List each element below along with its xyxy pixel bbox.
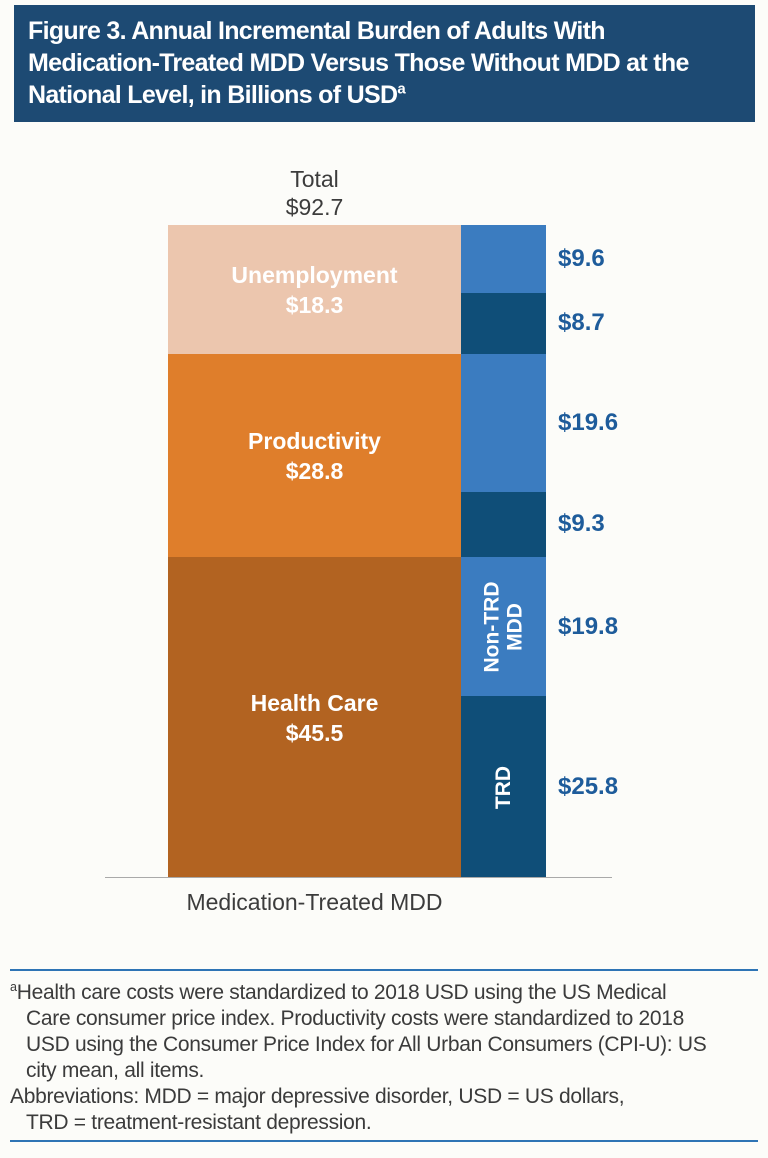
segment-group-label: Non-TRD MDD [480, 581, 527, 673]
footnote-line: USD using the Consumer Price Index for A… [26, 1033, 707, 1056]
trd-stack-bar: Non-TRD MDD TRD [461, 225, 546, 878]
footnote-line: Abbreviations: MDD = major depressive di… [10, 1085, 625, 1108]
value-label: $9.6 [558, 244, 605, 272]
value-label: $19.6 [558, 408, 619, 436]
footnote-line: city mean, all items. [26, 1059, 205, 1082]
total-label: Total $92.7 [168, 165, 461, 221]
segment-label: Productivity $28.8 [248, 427, 381, 484]
segment-9-3 [461, 491, 546, 558]
segment-19-8: Non-TRD MDD [461, 557, 546, 697]
x-axis-category-label: Medication-Treated MDD [186, 889, 443, 915]
figure-title-superscript: a [397, 80, 405, 98]
total-value: $92.7 [285, 194, 344, 220]
footnote-line: Care consumer price index. Productivity … [26, 1007, 685, 1030]
segment-label: Health Care $45.5 [250, 689, 379, 746]
segment-productivity: Productivity $28.8 [168, 354, 461, 558]
footnote-superscript: a [10, 980, 17, 994]
footnote-top-rule [10, 969, 758, 971]
value-label: $19.8 [558, 612, 619, 640]
cost-stack-bar: Unemployment $18.3 Productivity $28.8 Health… [168, 225, 461, 878]
segment-label: Unemployment $18.3 [231, 261, 398, 318]
value-label: $25.8 [558, 773, 619, 801]
figure-title: Figure 3. Annual Incremental Burden of A… [28, 17, 689, 109]
segment-unemployment: Unemployment $18.3 [168, 225, 461, 355]
segment-health-care: Health Care $45.5 [168, 557, 461, 878]
segment-9-6 [461, 225, 546, 293]
rotated-label-wrap: TRD [461, 696, 546, 878]
footnote: aHealth care costs were standardized to … [10, 980, 765, 1136]
value-label: $9.3 [558, 510, 605, 538]
segment-8-7 [461, 292, 546, 354]
rotated-label-wrap: Non-TRD MDD [461, 557, 546, 696]
x-axis-line [105, 877, 612, 878]
total-text: Total [290, 166, 339, 192]
segment-group-label: TRD [491, 765, 515, 809]
footnote-line: aHealth care costs were standardized to … [10, 980, 667, 1004]
segment-value-labels: $9.6 $8.7 $19.6 $9.3 $19.8 $25.8 [558, 225, 758, 878]
footnote-bottom-rule [10, 1140, 758, 1142]
figure-title-bar: Figure 3. Annual Incremental Burden of A… [14, 5, 755, 122]
footnote-line: TRD = treatment-resistant depression. [26, 1111, 372, 1134]
segment-25-8: TRD [461, 696, 546, 878]
segment-19-6 [461, 353, 546, 492]
value-label: $8.7 [558, 309, 605, 337]
